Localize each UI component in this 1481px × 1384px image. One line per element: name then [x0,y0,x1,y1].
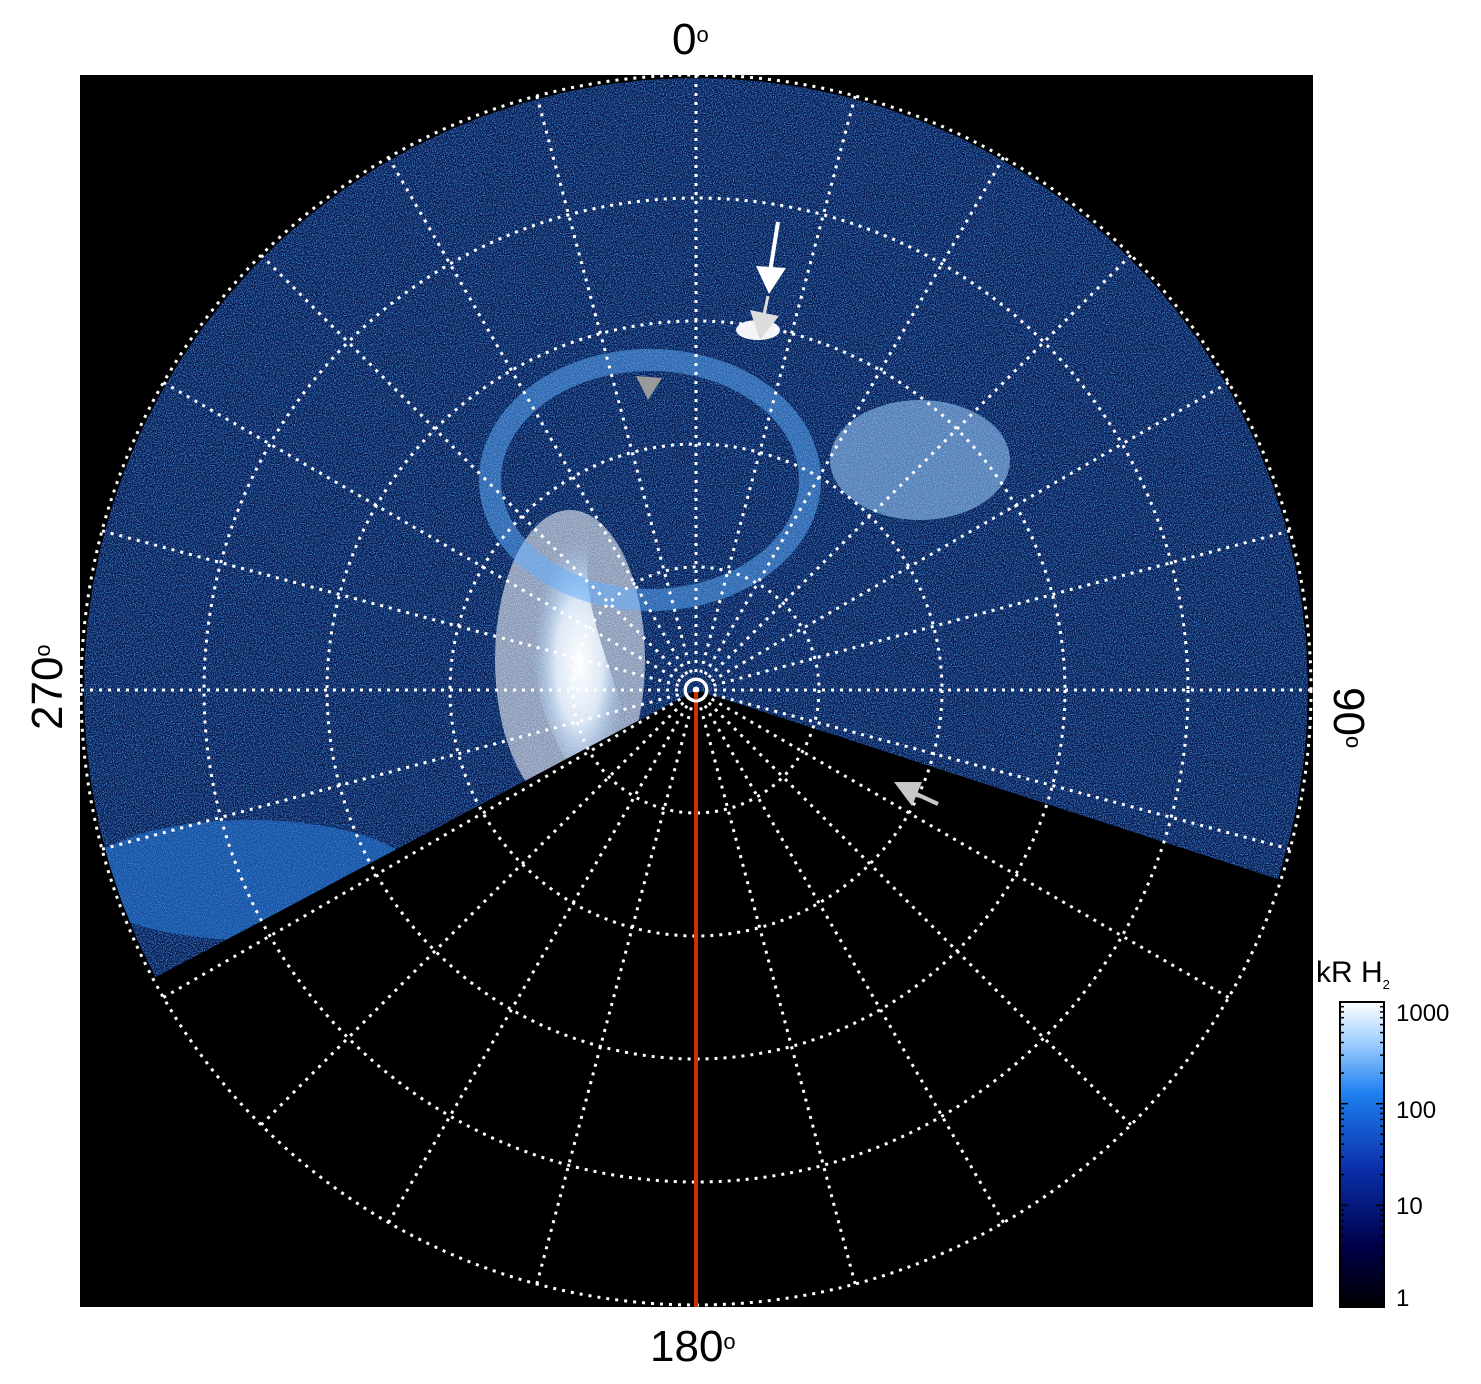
grid-meridian [694,689,857,1285]
grid-meridian [695,529,1291,692]
grid-meridian [260,254,698,692]
grid-ring [202,196,1190,1184]
grid-meridian [695,381,1230,692]
grid-meridian [162,688,697,999]
gray-arrow-dusk [894,782,939,806]
grid-meridian [387,689,698,1224]
angle-label-left: 270o [23,644,72,730]
colorbar [1339,1001,1385,1308]
grid-meridian [694,254,1132,692]
angle-label-top: 0o [672,15,709,64]
grid-meridian [535,689,698,1285]
white-arrow-top [756,221,786,294]
white-arrow-bright-spot [750,295,779,340]
grid-meridian [101,529,697,692]
angle-label-bottom: 180o [650,1322,736,1371]
grid-meridian [694,688,1132,1126]
colorbar-title: kR H2 [1316,956,1390,992]
gray-arrow-arc [636,376,662,400]
grid-meridian [694,95,857,691]
pole-marker [683,677,709,703]
grid-meridian [162,381,697,692]
colorbar-tick-10: 10 [1396,1193,1423,1220]
grid-meridian [260,688,698,1126]
angle-label-right: 90o [1324,687,1373,749]
grid-meridian [535,95,698,691]
dusk-emission [830,400,1010,520]
grid-meridian [695,688,1291,851]
polar-arc [479,349,821,611]
grid-ring [571,565,821,815]
colorbar-ticks [1340,1005,1384,1308]
colorbar-tick-1: 1 [1396,1285,1410,1312]
polar-grid [80,75,1313,1307]
grid-meridian [101,688,697,851]
grid-meridian [695,688,1230,999]
grid-meridian [694,156,1005,691]
grid-meridian [387,156,698,691]
colorbar-tick-1000: 1000 [1396,1000,1450,1027]
grid-meridian [694,689,1005,1224]
colorbar-tick-100: 100 [1396,1097,1437,1124]
